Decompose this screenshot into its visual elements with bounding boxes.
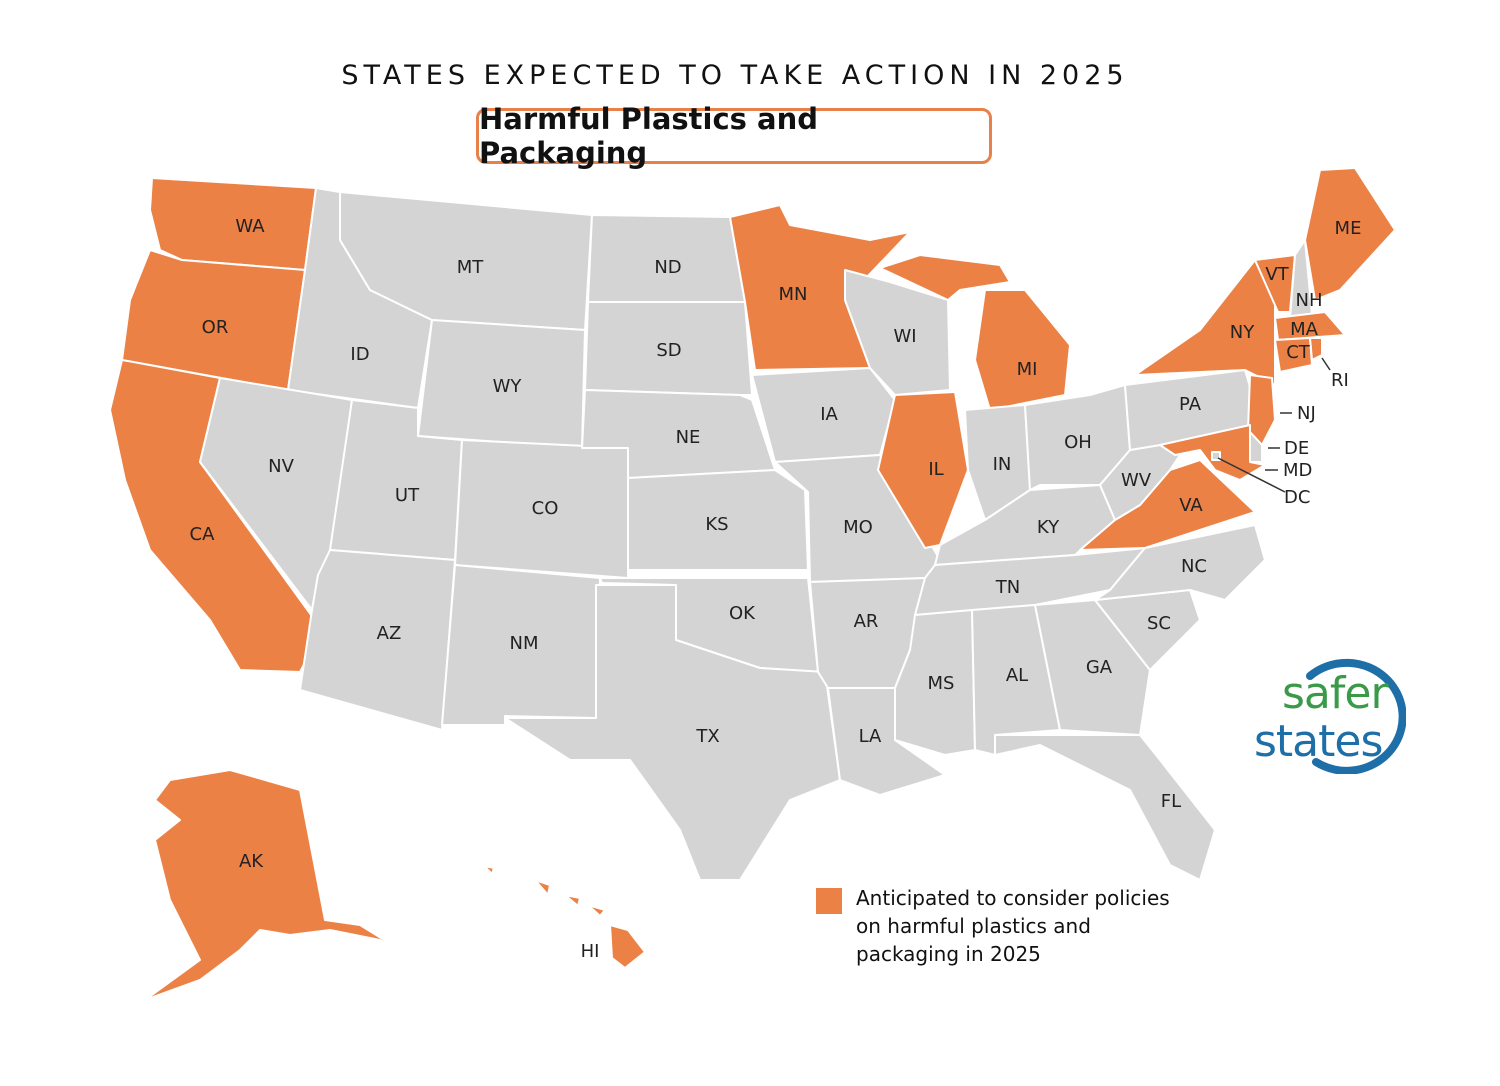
state-nc <box>1094 524 1266 601</box>
label-fl: FL <box>1161 791 1181 812</box>
state-ak <box>144 769 426 1001</box>
label-pa: PA <box>1179 394 1202 415</box>
label-nd: ND <box>654 257 681 278</box>
state-ri <box>1309 337 1323 361</box>
state-mi <box>879 254 1071 411</box>
label-ny: NY <box>1230 322 1255 343</box>
state-wa <box>149 177 317 271</box>
label-ct: CT <box>1286 342 1311 363</box>
label-ms: MS <box>928 673 955 694</box>
label-az: AZ <box>377 623 402 644</box>
state-hi <box>483 865 646 969</box>
label-va: VA <box>1179 495 1203 516</box>
safer-states-logo: safer states <box>1252 656 1412 782</box>
leader-lines <box>1217 357 1331 493</box>
label-ak: AK <box>239 851 264 872</box>
label-wi: WI <box>893 326 916 347</box>
label-tx: TX <box>695 726 719 747</box>
label-co: CO <box>532 498 559 519</box>
label-ga: GA <box>1086 657 1113 678</box>
label-tn: TN <box>995 577 1020 598</box>
state-ma <box>1274 311 1346 341</box>
label-ut: UT <box>395 485 420 506</box>
label-ar: AR <box>854 611 879 632</box>
label-il: IL <box>928 459 943 480</box>
state-wi <box>844 269 951 396</box>
legend-swatch <box>816 888 842 914</box>
logo-word-safer: safer <box>1282 668 1389 719</box>
label-vt: VT <box>1265 264 1289 285</box>
label-wv: WV <box>1121 470 1152 491</box>
logo-word-states: states <box>1254 716 1383 767</box>
label-ri: RI <box>1331 370 1349 391</box>
map-kicker: STATES EXPECTED TO TAKE ACTION IN 2025 <box>341 60 1129 91</box>
state-ks <box>627 469 809 571</box>
label-mt: MT <box>457 257 485 278</box>
label-ca: CA <box>190 524 216 545</box>
label-ok: OK <box>729 603 756 624</box>
state-tn <box>914 547 1146 616</box>
state-shapes <box>109 167 1396 1001</box>
label-la: LA <box>859 726 882 747</box>
label-nc: NC <box>1181 556 1207 577</box>
label-ks: KS <box>705 514 728 535</box>
label-nh: NH <box>1296 290 1323 311</box>
state-me <box>1304 167 1396 301</box>
state-sd <box>584 301 753 396</box>
label-ia: IA <box>820 404 838 425</box>
label-hi: HI <box>581 941 600 962</box>
label-or: OR <box>202 317 229 338</box>
state-labels: WA OR CA ID NV MT WY UT AZ CO NM ND SD N… <box>190 216 1362 962</box>
label-wy: WY <box>493 376 523 397</box>
label-dc: DC <box>1284 487 1310 508</box>
label-sc: SC <box>1147 613 1171 634</box>
state-ct <box>1274 337 1313 373</box>
state-nj <box>1247 374 1276 446</box>
legend-label: Anticipated to consider policies on harm… <box>856 886 1170 966</box>
logo-ring-icon <box>1306 658 1406 774</box>
label-ne: NE <box>676 427 701 448</box>
label-ky: KY <box>1037 517 1060 538</box>
label-in: IN <box>993 454 1012 475</box>
label-nv: NV <box>268 456 294 477</box>
label-mi: MI <box>1017 359 1038 380</box>
label-ma: MA <box>1290 319 1319 340</box>
label-mo: MO <box>843 517 873 538</box>
label-id: ID <box>350 344 369 365</box>
label-me: ME <box>1335 218 1362 239</box>
state-mn <box>729 204 911 371</box>
label-mn: MN <box>779 284 808 305</box>
label-oh: OH <box>1064 432 1092 453</box>
state-tx <box>504 584 841 881</box>
label-al: AL <box>1006 665 1028 686</box>
label-md: MD <box>1283 460 1312 481</box>
label-wa: WA <box>235 216 265 237</box>
label-de: DE <box>1284 438 1309 459</box>
state-fl <box>994 734 1216 881</box>
label-sd: SD <box>656 340 681 361</box>
label-nm: NM <box>510 633 539 654</box>
label-nj: NJ <box>1297 403 1316 424</box>
